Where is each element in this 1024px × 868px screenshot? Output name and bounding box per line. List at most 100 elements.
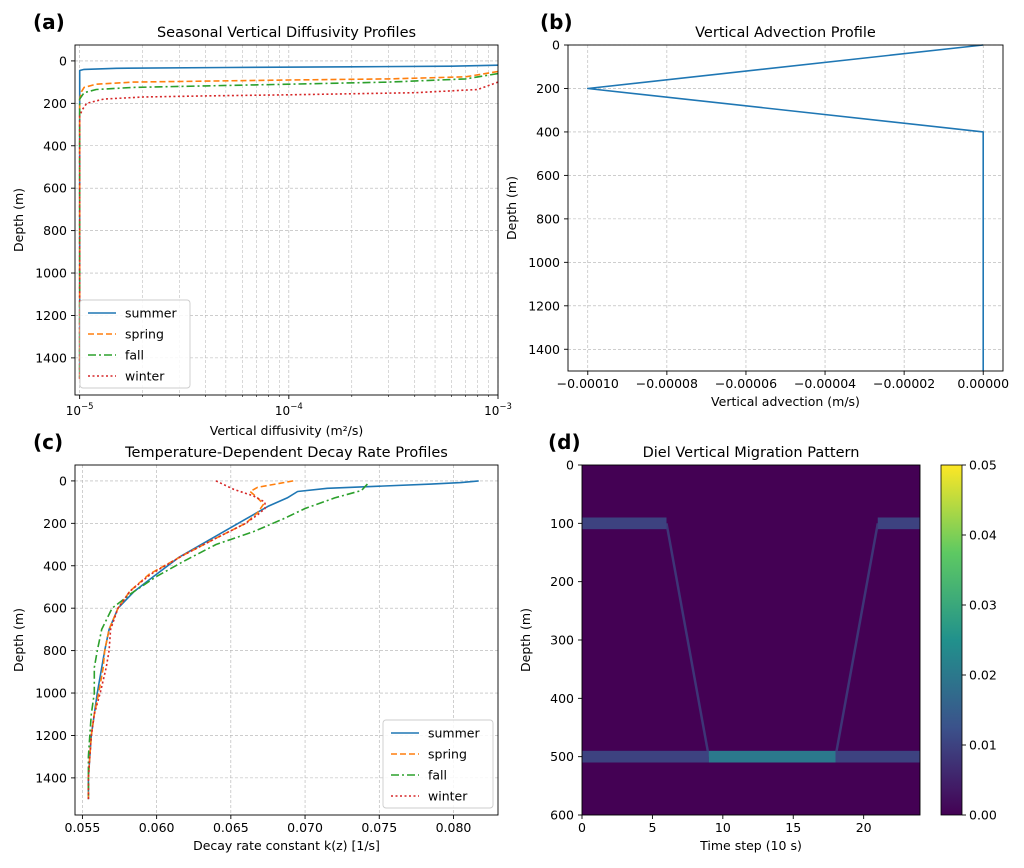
series-line-spring: [87, 480, 294, 800]
plot-area: [568, 45, 1003, 371]
legend-box: [79, 299, 191, 389]
series-line-fall: [87, 483, 368, 800]
panel-label: (c): [33, 430, 63, 454]
y-tick-label: 600: [43, 601, 67, 616]
legend-label: fall: [428, 768, 447, 783]
x-tick-label: 0.065: [213, 820, 249, 835]
y-tick-label: 400: [43, 558, 67, 573]
y-tick-label: 600: [43, 181, 67, 196]
y-tick-label: 200: [43, 96, 67, 111]
legend-box: [382, 719, 494, 809]
y-tick-label: 400: [550, 691, 574, 706]
legend-label: summer: [428, 726, 480, 741]
panel-2: −0.00010 −0.00008 −0.00006 −0.00004 −0.00002…: [504, 10, 1009, 409]
chart-title: Temperature-Dependent Decay Rate Profile…: [124, 445, 448, 461]
x-tick-label: 0.055: [65, 820, 101, 835]
heatmap-cell: [708, 750, 836, 763]
y-tick-label: 200: [536, 81, 560, 96]
chart-title: Vertical Advection Profile: [695, 25, 876, 41]
heatmap-cell: [877, 517, 920, 530]
colorbar-tick-label: 0.05: [969, 458, 997, 473]
gridlines: [568, 44, 1003, 371]
migration-trail: [834, 523, 880, 757]
legend-label: winter: [428, 789, 468, 804]
migration-trail: [665, 523, 711, 757]
x-tick-label: 0.060: [139, 820, 175, 835]
legend: summer spring fall winter: [382, 719, 494, 809]
legend: summer spring fall winter: [79, 299, 191, 389]
legend-label: winter: [125, 369, 165, 384]
y-tick-label: 1000: [35, 266, 67, 281]
y-axis-label: Depth (m): [518, 608, 533, 672]
y-tick-label: 1400: [35, 350, 67, 365]
chart-title: Seasonal Vertical Diffusivity Profiles: [157, 25, 416, 41]
series-line-spring: [78, 70, 499, 380]
y-tick-label: 800: [536, 211, 560, 226]
y-axis-label: Depth (m): [11, 608, 26, 672]
y-tick-label: 1200: [35, 308, 67, 323]
x-tick-label: 15: [785, 820, 801, 835]
y-tick-label: 500: [550, 749, 574, 764]
x-axis-label: Time step (10 s): [699, 838, 802, 853]
axes-frame: [567, 44, 1004, 372]
chart-title: Diel Vertical Migration Pattern: [643, 445, 860, 461]
legend-label: spring: [125, 327, 164, 342]
x-tick-label: 0.070: [287, 820, 323, 835]
series-line-summer: [78, 64, 499, 380]
x-tick-label: 5: [648, 820, 656, 835]
y-tick-label: 1200: [35, 728, 67, 743]
colorbar-tick-label: 0.00: [969, 808, 997, 823]
x-tick-label: 0.00000: [957, 376, 1009, 391]
series-line-advection: [586, 44, 985, 371]
y-tick-label: 1000: [35, 686, 67, 701]
y-tick-label: 800: [43, 643, 67, 658]
panel-3: 0.055 0.060 0.065 0.070 0.075 0.080 0 200 400 600…: [11, 430, 499, 853]
series-line-winter: [78, 81, 499, 380]
y-tick-label: 400: [536, 124, 560, 139]
y-tick-label: 1000: [528, 255, 560, 270]
y-tick-label: 600: [536, 168, 560, 183]
y-tick-label: 1200: [528, 298, 560, 313]
y-tick-label: 200: [43, 516, 67, 531]
y-tick-label: 1400: [35, 770, 67, 785]
x-tick-label: 10−3: [484, 402, 512, 418]
x-tick-label: −0.00008: [636, 376, 698, 391]
x-tick-label: −0.00002: [873, 376, 935, 391]
series-line-winter: [87, 480, 266, 800]
axes-frame: [74, 464, 499, 816]
y-axis-label: Depth (m): [11, 188, 26, 252]
y-tick-label: 200: [550, 574, 574, 589]
y-tick-label: 0: [552, 38, 560, 53]
heatmap-cell: [582, 517, 667, 530]
colorbar-tick-label: 0.04: [969, 528, 997, 543]
x-tick-label: −0.00004: [794, 376, 856, 391]
x-tick-label: 10−4: [275, 402, 303, 418]
x-axis-label: Vertical advection (m/s): [711, 394, 860, 409]
heatmap-cell: [835, 750, 920, 763]
x-axis-label: Decay rate constant k(z) [1/s]: [193, 838, 380, 853]
colorbar-tick-label: 0.03: [969, 598, 997, 613]
x-tick-label: −0.00010: [557, 376, 619, 391]
y-tick-label: 0: [566, 458, 574, 473]
legend-label: spring: [428, 747, 467, 762]
y-tick-label: 1400: [528, 342, 560, 357]
x-axis-label: Vertical diffusivity (m²/s): [210, 423, 364, 438]
heatmap-cell: [582, 750, 709, 763]
legend-label: summer: [125, 306, 177, 321]
series-line-fall: [78, 72, 499, 380]
x-tick-label: 10: [715, 820, 731, 835]
x-tick-label: 20: [856, 820, 872, 835]
panel-label: (b): [540, 10, 573, 34]
y-tick-label: 100: [550, 516, 574, 531]
colorbar: [940, 464, 963, 816]
legend-label: fall: [125, 348, 144, 363]
x-tick-label: 0.075: [361, 820, 397, 835]
y-tick-label: 0: [59, 53, 67, 68]
panel-1: 10−5 10−4 10−3 0 200 400 600 800 1000 1200 1400 Sea…: [11, 10, 512, 438]
y-tick-label: 400: [43, 138, 67, 153]
colorbar-tick-label: 0.01: [969, 738, 997, 753]
x-tick-label: 0.080: [436, 820, 472, 835]
x-tick-label: 10−5: [66, 402, 94, 418]
